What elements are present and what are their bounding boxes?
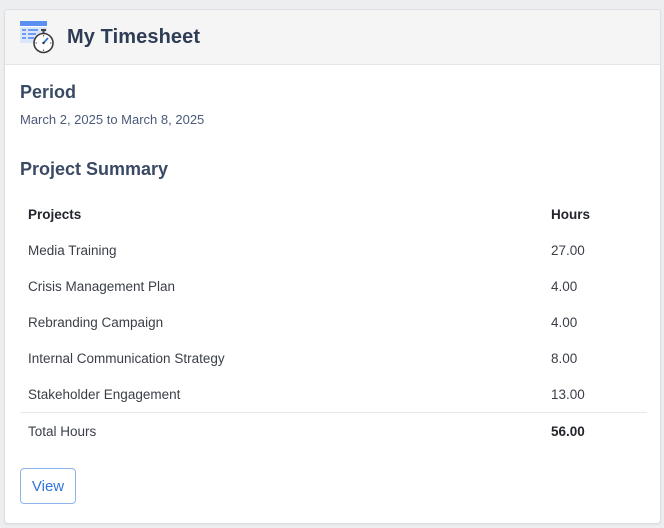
table-header-row: Projects Hours <box>20 196 647 232</box>
period-range: March 2, 2025 to March 8, 2025 <box>20 112 205 127</box>
total-label: Total Hours <box>20 412 543 449</box>
table-row: Internal Communication Strategy 8.00 <box>20 340 647 376</box>
timesheet-stopwatch-icon <box>19 20 57 54</box>
project-hours: 4.00 <box>551 314 578 330</box>
card-header: My Timesheet <box>5 10 660 65</box>
project-summary-table: Projects Hours Media Training 27.00 Cris… <box>20 196 647 449</box>
column-header-hours: Hours <box>551 206 591 222</box>
column-header-projects: Projects <box>28 206 82 222</box>
timesheet-card: My Timesheet Period March 2, 2025 to Mar… <box>4 9 661 524</box>
project-name: Internal Communication Strategy <box>28 350 225 366</box>
project-name: Media Training <box>28 242 117 258</box>
period-heading: Period <box>20 82 77 102</box>
view-button[interactable]: View <box>20 468 76 504</box>
table-row: Crisis Management Plan 4.00 <box>20 268 647 304</box>
table-row: Stakeholder Engagement 13.00 <box>20 376 647 413</box>
project-hours: 8.00 <box>551 350 578 366</box>
card-body: Period March 2, 2025 to March 8, 2025 Pr… <box>5 82 660 504</box>
project-name: Rebranding Campaign <box>28 314 164 330</box>
total-row: Total Hours 56.00 <box>20 412 647 449</box>
total-hours: 56.00 <box>543 412 647 449</box>
project-name: Crisis Management Plan <box>28 278 176 294</box>
project-hours: 27.00 <box>551 242 585 258</box>
project-hours: 4.00 <box>551 278 578 294</box>
project-summary-heading: Project Summary <box>20 159 169 179</box>
project-name: Stakeholder Engagement <box>28 386 181 402</box>
table-row: Rebranding Campaign 4.00 <box>20 304 647 340</box>
project-hours: 13.00 <box>551 386 585 402</box>
card-title: My Timesheet <box>67 25 201 48</box>
table-row: Media Training 27.00 <box>20 232 647 268</box>
